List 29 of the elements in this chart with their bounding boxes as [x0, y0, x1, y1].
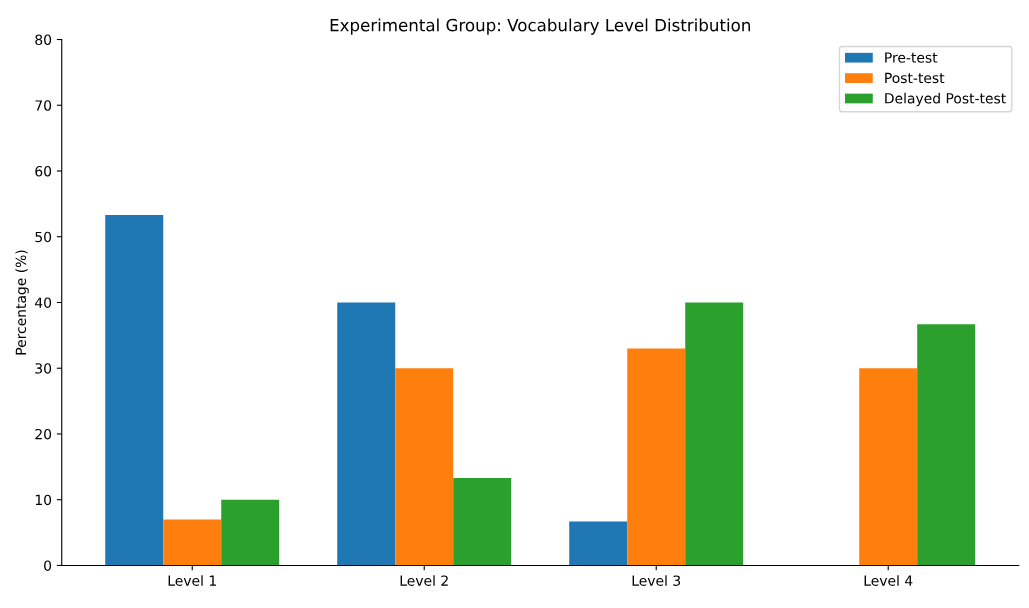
y-tick-label: 40	[35, 297, 52, 308]
x-tick-label: Level 1	[168, 575, 216, 586]
legend-label: Post-test	[885, 72, 945, 84]
y-tick-label: 20	[35, 428, 52, 440]
x-tick-label: Level 2	[400, 575, 448, 586]
x-tick-label: Level 3	[632, 575, 681, 586]
y-tick-label: 10	[35, 494, 52, 506]
bar	[917, 324, 976, 566]
y-axis-title: Percentage (%)	[15, 250, 29, 355]
y-tick-label: 60	[35, 165, 52, 177]
bar	[163, 519, 222, 566]
y-tick-label: 0	[44, 560, 52, 571]
y-tick-label: 50	[35, 231, 52, 243]
y-tick-label: 30	[35, 363, 52, 374]
bar	[685, 302, 744, 566]
legend-label: Delayed Post-test	[885, 92, 1006, 107]
bar	[395, 368, 454, 566]
y-tick-label: 80	[35, 34, 52, 45]
bar	[105, 215, 164, 566]
bar	[627, 348, 686, 566]
legend-label: Pre-test	[885, 52, 938, 63]
chart-title: Experimental Group: Vocabulary Level Distribution	[330, 18, 750, 35]
x-tick-label: Level 4	[864, 575, 913, 586]
bar	[221, 499, 280, 566]
bar	[453, 478, 512, 566]
bar	[337, 302, 396, 566]
bar	[859, 368, 918, 566]
bar	[569, 521, 628, 566]
y-tick-label: 70	[35, 100, 52, 111]
